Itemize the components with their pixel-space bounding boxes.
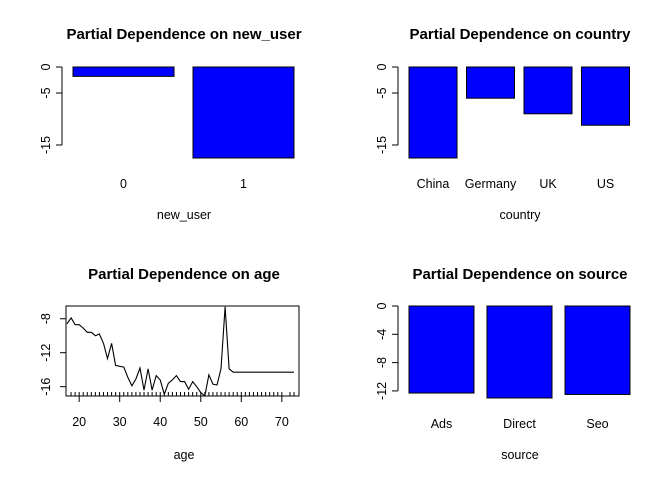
panel-source: Partial Dependence on source 0 -4 -8 -12 Ad… [375,266,631,462]
y-tick-label: -12 [39,344,53,362]
bar-group [72,66,295,159]
x-axis-label: source [501,448,539,462]
x-tick-label: 70 [275,415,289,429]
bar-Germany [466,66,515,99]
bar-UK [523,66,573,115]
chart-title: Partial Dependence on country [410,26,632,43]
y-tick-label: -15 [39,136,53,154]
y-axis: -8 -12 -16 [39,313,66,396]
y-tick-label: 0 [375,63,389,70]
y-tick-label: 0 [375,302,389,309]
bar-China [408,66,458,159]
y-tick-label: -16 [39,378,53,396]
bar-group [408,66,630,159]
y-tick-label: -4 [375,329,389,340]
x-tick-label: 30 [113,415,127,429]
category-label: 1 [240,177,247,191]
y-tick-label: -5 [375,87,389,98]
y-tick-label: -8 [375,357,389,368]
bar-0 [72,66,175,77]
category-label: Direct [503,417,536,431]
x-tick-label: 50 [194,415,208,429]
y-axis: 0 -5 -15 [375,63,399,154]
category-label: China [417,177,450,191]
y-axis: 0 -4 -8 -12 [375,302,399,400]
category-label: UK [539,177,557,191]
y-axis: 0 -5 -15 [39,63,63,154]
age-series-line [66,306,294,398]
chart-title: Partial Dependence on age [88,266,280,283]
bar-Direct [486,305,553,399]
chart-title: Partial Dependence on new_user [66,26,301,43]
bar-1 [192,66,295,159]
x-axis: 20 30 40 50 60 70 [72,396,289,429]
category-label: 0 [120,177,127,191]
y-tick-label: -15 [375,136,389,154]
bar-Ads [408,305,475,394]
bar-group [408,305,631,399]
category-label: US [597,177,614,191]
x-axis-label: new_user [157,208,211,222]
chart-title: Partial Dependence on source [412,266,627,283]
y-tick-label: 0 [39,63,53,70]
x-tick-label: 60 [234,415,248,429]
bar-Seo [564,305,631,395]
category-labels: China Germany UK US [417,177,615,191]
y-tick-label: -8 [39,313,53,324]
y-tick-label: -5 [39,87,53,98]
y-tick-label: -12 [375,382,389,400]
panel-age: Partial Dependence on age -8 -12 -16 20 30 4… [39,266,300,462]
x-axis-label: country [500,208,542,222]
category-label: Germany [465,177,517,191]
x-tick-label: 40 [153,415,167,429]
category-labels: Ads Direct Seo [431,417,609,431]
category-label: Ads [431,417,453,431]
rug-marks [70,392,295,396]
x-axis-label: age [174,448,195,462]
plot-box [65,305,300,397]
x-tick-label: 20 [72,415,86,429]
category-label: Seo [586,417,608,431]
bar-US [581,66,630,126]
panel-country: Partial Dependence on country 0 -5 -15 Chi… [375,26,631,222]
